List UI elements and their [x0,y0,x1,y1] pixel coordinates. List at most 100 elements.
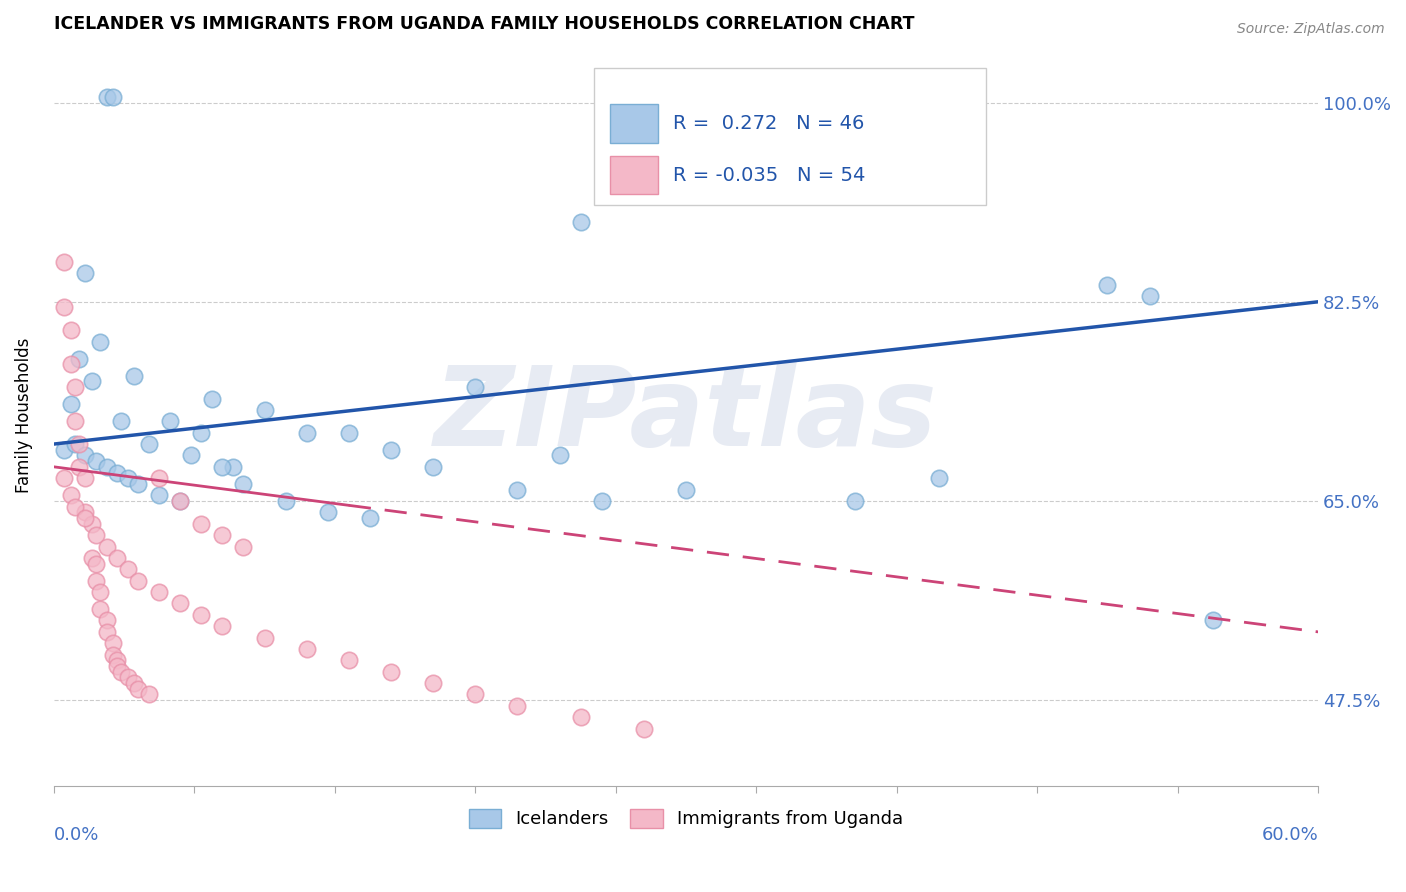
Text: 60.0%: 60.0% [1261,826,1319,844]
Point [105,466,128,480]
Point [63,380,86,394]
Point [337,425,360,440]
Point [75,511,97,525]
Text: 0.0%: 0.0% [53,826,100,844]
Point [295,425,318,440]
Point [53,301,76,315]
Point [548,449,571,463]
Point [169,494,191,508]
Point [169,596,191,610]
Point [138,437,160,451]
Point [122,676,145,690]
Point [101,636,124,650]
Point [53,471,76,485]
Point [232,540,254,554]
Point [117,471,139,485]
Point [63,414,86,428]
Point [110,414,132,428]
Point [67,459,90,474]
Point [75,266,97,280]
Point [89,334,111,349]
Point [380,442,402,457]
Point [169,494,191,508]
Point [117,562,139,576]
Point [127,476,149,491]
Point [506,698,529,713]
Point [96,459,118,474]
Text: R =  0.272   N = 46: R = 0.272 N = 46 [673,114,865,133]
Point [89,602,111,616]
Point [59,397,82,411]
Point [232,476,254,491]
Point [337,653,360,667]
Point [75,471,97,485]
Point [295,642,318,657]
Point [190,516,212,531]
Point [464,380,486,394]
Point [190,607,212,622]
Point [122,368,145,383]
Point [464,688,486,702]
Y-axis label: Family Households: Family Households [15,338,32,493]
Point [1202,614,1225,628]
Point [190,425,212,440]
Point [633,722,655,736]
Point [101,90,124,104]
FancyBboxPatch shape [610,156,658,194]
Point [67,437,90,451]
Text: Source: ZipAtlas.com: Source: ZipAtlas.com [1237,22,1385,37]
Point [359,511,381,525]
Point [53,255,76,269]
FancyBboxPatch shape [610,104,658,143]
Point [148,585,170,599]
Point [96,624,118,639]
Point [105,659,128,673]
Point [75,449,97,463]
Point [117,670,139,684]
Point [159,414,181,428]
Point [1097,277,1119,292]
Point [316,505,339,519]
Point [211,619,233,633]
Point [96,614,118,628]
Point [569,215,592,229]
Point [84,557,107,571]
Point [84,454,107,468]
Point [148,471,170,485]
Point [506,483,529,497]
Point [63,500,86,514]
Point [80,375,103,389]
Point [101,648,124,662]
Point [59,488,82,502]
Point [105,653,128,667]
Point [63,437,86,451]
Text: ZIPatlas: ZIPatlas [434,362,938,469]
Point [675,483,697,497]
Point [110,665,132,679]
Point [80,516,103,531]
Point [127,681,149,696]
Point [211,459,233,474]
Point [569,710,592,724]
Point [1139,289,1161,303]
Point [844,494,866,508]
Point [67,351,90,366]
Point [380,665,402,679]
Point [201,392,224,406]
Point [148,488,170,502]
Point [75,505,97,519]
Point [105,550,128,565]
Text: ICELANDER VS IMMIGRANTS FROM UGANDA FAMILY HOUSEHOLDS CORRELATION CHART: ICELANDER VS IMMIGRANTS FROM UGANDA FAMI… [53,15,914,33]
Point [928,471,950,485]
Point [84,574,107,588]
Point [253,631,276,645]
Legend: Icelanders, Immigrants from Uganda: Icelanders, Immigrants from Uganda [461,802,911,836]
Point [138,688,160,702]
Point [53,442,76,457]
Point [84,528,107,542]
Point [127,574,149,588]
Point [96,90,118,104]
Point [180,449,202,463]
FancyBboxPatch shape [593,68,986,205]
Point [211,528,233,542]
